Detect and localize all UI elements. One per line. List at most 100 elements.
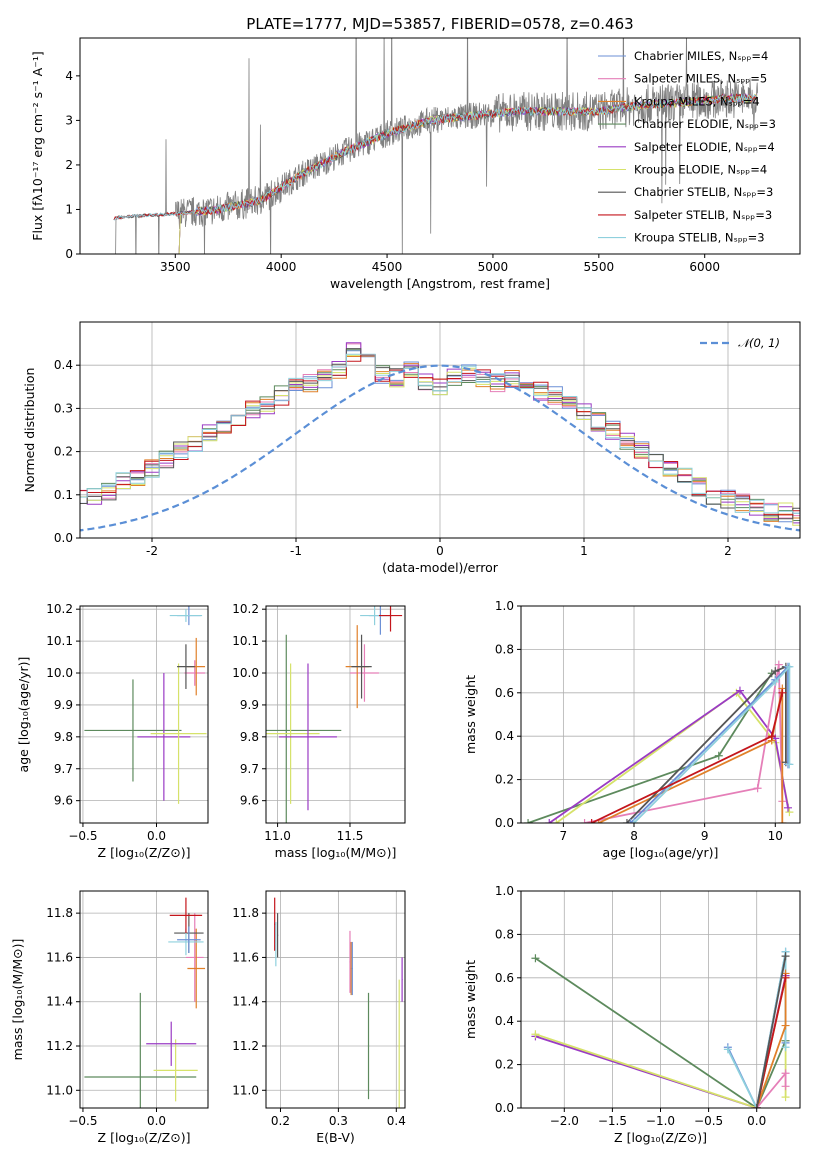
weight-marker-salpeter-elodie (735, 686, 744, 695)
plot-area (113, 38, 758, 254)
weight-line-salpeter-miles (584, 664, 784, 823)
weight-marker-kroupa-elodie (531, 1030, 540, 1039)
y-tick-label: 9.9 (54, 698, 73, 712)
axes-frame (79, 605, 209, 824)
weight-marker-salpeter-stelib (587, 819, 596, 823)
y-tick-label: 0.2 (495, 773, 514, 787)
legend-entry-normal: 𝒩(0, 1) (738, 336, 780, 350)
errorbar-salpeter-elodie (146, 1021, 197, 1066)
errorbar-chabrier-miles (351, 941, 353, 996)
histogram-chabrier-elodie (80, 349, 800, 521)
y-tick-label: 0.2 (54, 445, 73, 459)
weight-marker-kroupa-elodie (785, 808, 794, 817)
weight-marker-kroupa-elodie (552, 819, 561, 823)
errorbar-chabrier-elodie (84, 679, 182, 782)
y-tick-label: 0.3 (54, 401, 73, 415)
errorbar-chabrier-elodie (84, 992, 197, 1108)
x-tick-label: 0.4 (387, 1114, 406, 1128)
errorbar-chabrier-stelib (276, 913, 279, 958)
y-tick-label: 0 (65, 247, 73, 261)
figure-title: PLATE=1777, MJD=53857, FIBERID=0578, z=0… (246, 15, 633, 33)
errorbar-chabrier-elodie (266, 634, 342, 823)
weight-marker-salpeter-stelib (767, 732, 776, 741)
histogram-kroupa-elodie (80, 354, 800, 526)
weight-marker-chabrier-elodie (524, 819, 533, 823)
x-tick-label: 4000 (266, 260, 297, 274)
y-tick-label: 4 (65, 69, 73, 83)
histogram-chabrier-miles (80, 350, 800, 523)
weight-marker-salpeter-miles (753, 784, 762, 793)
y-tick-label: 11.4 (46, 995, 73, 1009)
x-tick-label: -1 (290, 544, 302, 558)
spectrum-model-kroupa-stelib (113, 94, 758, 221)
weight-marker-kroupa-stelib (785, 760, 794, 769)
plot-area (531, 947, 790, 1108)
y-tick-label: 0.0 (495, 816, 514, 830)
spectrum-data-line (113, 38, 758, 254)
legend-entry-salpeter-miles: Salpeter MILES, Nₛₚₚ=5 (634, 72, 767, 86)
errorbar-salpeter-stelib (274, 897, 276, 951)
weight-marker-kroupa-stelib (781, 1043, 790, 1052)
y-tick-label: 11.6 (232, 950, 259, 964)
panel-age-vs-mass: 11.0 11.5 9.6 9.7 9.8 9.9 10.0 10.1 10.2 mass [lo… (232, 602, 406, 860)
errorbar-kroupa-elodie (266, 663, 320, 804)
x-tick-label: 5500 (584, 260, 615, 274)
y-axis-label: age [log₁₀(age/yr)] (16, 657, 31, 773)
y-tick-label: 9.9 (240, 698, 259, 712)
errorbar-salpeter-miles (349, 644, 379, 702)
weight-line-kroupa-elodie (555, 691, 791, 823)
x-axis-label: E(B-V) (316, 1130, 355, 1145)
weight-line-chabrier-stelib (626, 665, 787, 823)
y-tick-label: 9.6 (240, 794, 259, 808)
weight-marker-salpeter-miles (774, 660, 783, 669)
weight-marker-kroupa-stelib (723, 1045, 732, 1054)
panel-mass-vs-Z: −0.5 0.0 11.0 11.2 11.4 11.6 11.8 Z [log₁₀(Z/Z⊙… (10, 890, 209, 1145)
y-tick-label: 9.7 (54, 762, 73, 776)
y-tick-label: 11.2 (46, 1039, 73, 1053)
errorbar-salpeter-stelib (378, 606, 403, 632)
y-tick-label: 1 (65, 202, 73, 216)
x-axis-label: Z [log₁₀(Z/Z⊙)] (98, 845, 191, 860)
legend-entry-salpeter-elodie: Salpeter ELODIE, Nₛₚₚ=4 (634, 140, 775, 154)
weight-marker-chabrier-stelib (752, 1104, 761, 1108)
errorbar-chabrier-stelib (351, 634, 372, 699)
weight-marker-salpeter-stelib (781, 973, 790, 982)
panel-mass-vs-EBV: 0.2 0.3 0.4 11.0 11.2 11.4 11.6 11.8 E(B-V) (232, 890, 406, 1145)
axes-frame (265, 605, 406, 824)
y-tick-label: 10.1 (46, 634, 73, 648)
x-axis-label: age [log₁₀(age/yr)] (603, 845, 719, 860)
weight-marker-kroupa-miles (781, 1021, 790, 1030)
errorbar-chabrier-stelib (177, 644, 195, 689)
plot-area (84, 606, 207, 804)
weight-marker-chabrier-stelib (622, 819, 631, 823)
errorbar-kroupa-elodie (398, 979, 400, 1108)
weight-line-kroupa-miles (598, 688, 784, 823)
x-axis-label: Z [log₁₀(Z/Z⊙)] (98, 1130, 191, 1145)
errorbar-kroupa-stelib (169, 609, 203, 622)
x-tick-label: 3500 (160, 260, 191, 274)
y-tick-label: 0.6 (495, 686, 514, 700)
x-axis-label: wavelength [Angstrom, rest frame] (330, 276, 550, 291)
y-tick-label: 10.0 (232, 666, 259, 680)
y-tick-label: 10.0 (46, 666, 73, 680)
y-tick-label: 1.0 (495, 599, 514, 613)
x-tick-label: 1 (580, 544, 588, 558)
y-tick-label: 9.6 (54, 794, 73, 808)
weight-marker-salpeter-miles (781, 1082, 790, 1091)
errorbar-kroupa-elodie (150, 663, 207, 804)
axes-frame (79, 37, 801, 255)
weight-marker-salpeter-miles (781, 1069, 790, 1078)
legend-entry-kroupa-miles: Kroupa MILES, Nₛₚₚ=4 (634, 94, 760, 108)
y-tick-label: 9.7 (240, 762, 259, 776)
y-tick-label: 2 (65, 158, 73, 172)
plot-area (266, 606, 403, 823)
spectrum-model-salpeter-stelib (113, 93, 758, 221)
y-tick-label: 11.4 (232, 995, 259, 1009)
x-tick-label: −0.5 (68, 1114, 97, 1128)
spectrum-legend: Chabrier MILES, Nₛₚₚ=4 Salpeter MILES, Nₛ… (598, 49, 776, 245)
errorbar-kroupa-stelib (275, 922, 277, 967)
weight-marker-kroupa-stelib (785, 662, 794, 671)
histogram-salpeter-miles (80, 343, 800, 519)
y-axis-label: mass weight (463, 960, 478, 1039)
